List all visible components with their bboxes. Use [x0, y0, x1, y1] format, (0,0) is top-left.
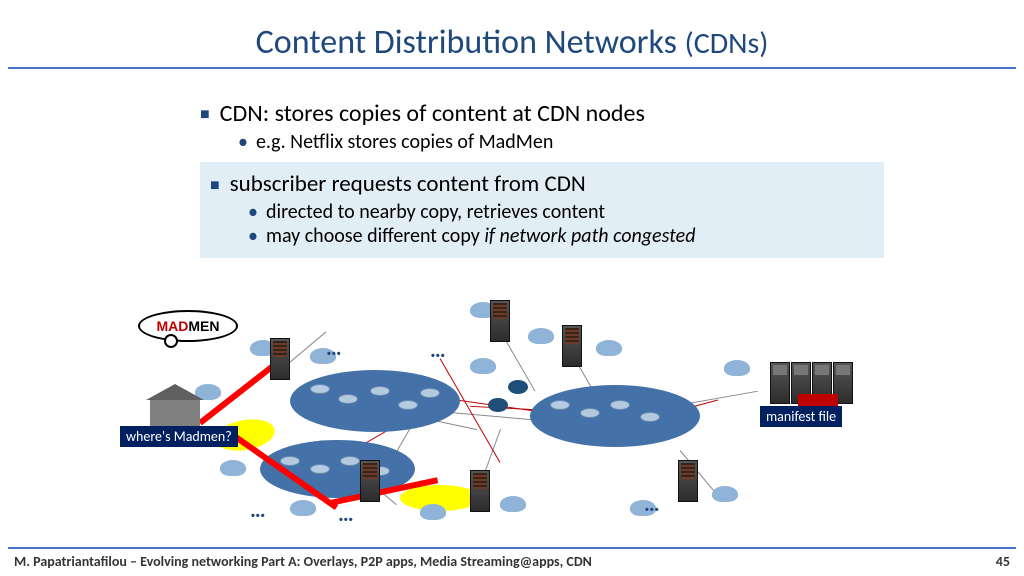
router-icon: [398, 400, 418, 410]
ellipsis: …: [338, 500, 358, 527]
cdn-server-icon: [490, 300, 510, 342]
dot-bullet-icon: •: [248, 224, 258, 248]
content-block: ■ CDN: stores copies of content at CDN n…: [0, 69, 1024, 258]
network-cloud: [530, 385, 700, 447]
bullet-1: ■ CDN: stores copies of content at CDN n…: [200, 99, 964, 128]
footer: M. Papatriantafilou – Evolving networkin…: [0, 547, 1024, 576]
mid-node: [508, 380, 528, 394]
thought-mad: MAD: [156, 318, 188, 334]
bullet-2-text: subscriber requests content from CDN: [230, 170, 586, 198]
thought-bubble: MADMEN: [138, 310, 238, 342]
cdn-server-icon: [562, 325, 582, 367]
router-icon: [340, 456, 360, 466]
footer-row: M. Papatriantafilou – Evolving networkin…: [0, 553, 1024, 576]
mid-node: [488, 398, 508, 412]
router-icon: [610, 400, 630, 410]
label-manifest: manifest file: [760, 406, 842, 427]
bullet-2a: • directed to nearby copy, retrieves con…: [248, 200, 870, 224]
footer-text: M. Papatriantafilou – Evolving networkin…: [14, 553, 592, 570]
title-paren: (CDNs): [685, 25, 769, 62]
edge-cloud-icon: [290, 500, 316, 516]
slide-title: Content Distribution Networks (CDNs): [0, 0, 1024, 67]
edge-cloud-icon: [596, 340, 622, 356]
dot-bullet-icon: •: [248, 200, 258, 224]
footer-line: [8, 547, 1016, 549]
bullet-2b-italic: if network path congested: [484, 224, 695, 248]
router-icon: [280, 456, 300, 466]
bullet-2b-pre: may choose different copy: [266, 224, 484, 248]
manifest-marker: [798, 394, 838, 406]
router-icon: [420, 388, 440, 398]
cdn-server-icon: [270, 338, 290, 380]
router-icon: [370, 386, 390, 396]
cdn-server-icon: [678, 460, 698, 502]
router-icon: [338, 394, 358, 404]
dot-bullet-icon: •: [238, 130, 248, 154]
title-main: Content Distribution Networks: [256, 22, 685, 63]
label-where: where's Madmen?: [120, 426, 238, 447]
bullet-2b-text: may choose different copy if network pat…: [266, 224, 696, 248]
ellipsis: …: [644, 490, 664, 517]
router-icon: [310, 464, 330, 474]
square-bullet-icon: ■: [210, 176, 220, 195]
cdn-server-icon: [360, 460, 380, 502]
router-icon: [550, 400, 570, 410]
highlight-block: ■ subscriber requests content from CDN •…: [200, 162, 884, 258]
bullet-2: ■ subscriber requests content from CDN: [210, 170, 870, 198]
page-number: 45: [996, 553, 1010, 570]
edge-cloud-icon: [528, 328, 554, 344]
router-icon: [310, 384, 330, 394]
edge-cloud-icon: [724, 360, 750, 376]
ellipsis: …: [250, 496, 270, 523]
edge-cloud-icon: [500, 496, 526, 512]
bullet-2a-text: directed to nearby copy, retrieves conte…: [266, 200, 605, 224]
bullet-1a: • e.g. Netflix stores copies of MadMen: [238, 130, 964, 154]
thought-men: MEN: [188, 318, 219, 334]
router-icon: [640, 412, 660, 422]
bullet-2b: • may choose different copy if network p…: [248, 224, 870, 248]
edge-cloud-icon: [220, 460, 246, 476]
ellipsis: …: [326, 334, 346, 361]
ellipsis: …: [430, 336, 450, 363]
edge-cloud-icon: [470, 358, 496, 374]
edge-cloud-icon: [712, 486, 738, 502]
bullet-1a-text: e.g. Netflix stores copies of MadMen: [256, 130, 553, 154]
square-bullet-icon: ■: [200, 105, 210, 124]
bullet-1-text: CDN: stores copies of content at CDN nod…: [220, 99, 645, 128]
router-icon: [580, 408, 600, 418]
cdn-diagram: MADMEN where's Madmen? manifest file … ……: [120, 300, 900, 540]
network-cloud: [290, 370, 460, 432]
cdn-server-icon: [470, 470, 490, 512]
edge-cloud-icon: [420, 504, 446, 520]
